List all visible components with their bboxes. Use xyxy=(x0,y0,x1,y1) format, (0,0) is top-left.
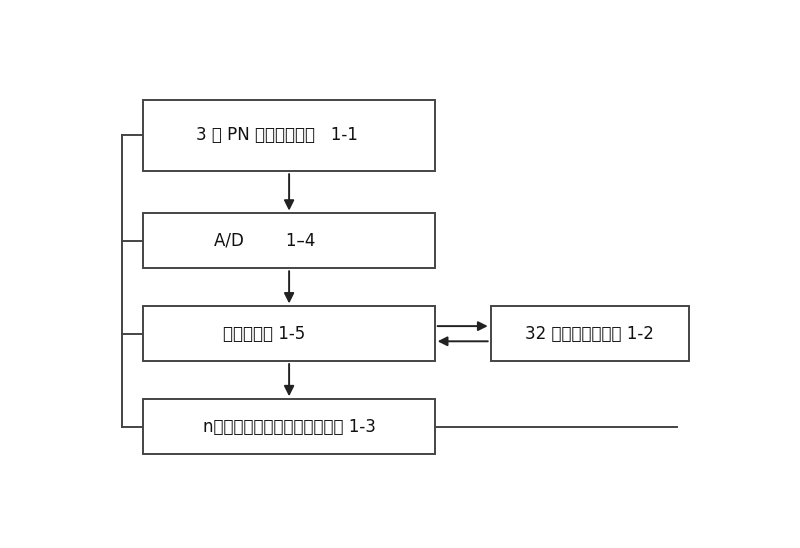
Bar xyxy=(143,213,435,269)
Text: 3 个 PN 结测温传感器   1-1: 3 个 PN 结测温传感器 1-1 xyxy=(196,127,358,144)
Bar xyxy=(143,306,435,361)
Text: n个芯片组建传感器网络的接口 1-3: n个芯片组建传感器网络的接口 1-3 xyxy=(202,418,375,436)
Text: A/D        1–4: A/D 1–4 xyxy=(214,232,315,250)
Text: 32 位长序地址列号 1-2: 32 位长序地址列号 1-2 xyxy=(526,325,654,342)
Bar xyxy=(143,399,435,454)
Bar xyxy=(490,306,689,361)
Text: 控制器芯片 1-5: 控制器芯片 1-5 xyxy=(223,325,306,342)
Bar xyxy=(143,100,435,171)
